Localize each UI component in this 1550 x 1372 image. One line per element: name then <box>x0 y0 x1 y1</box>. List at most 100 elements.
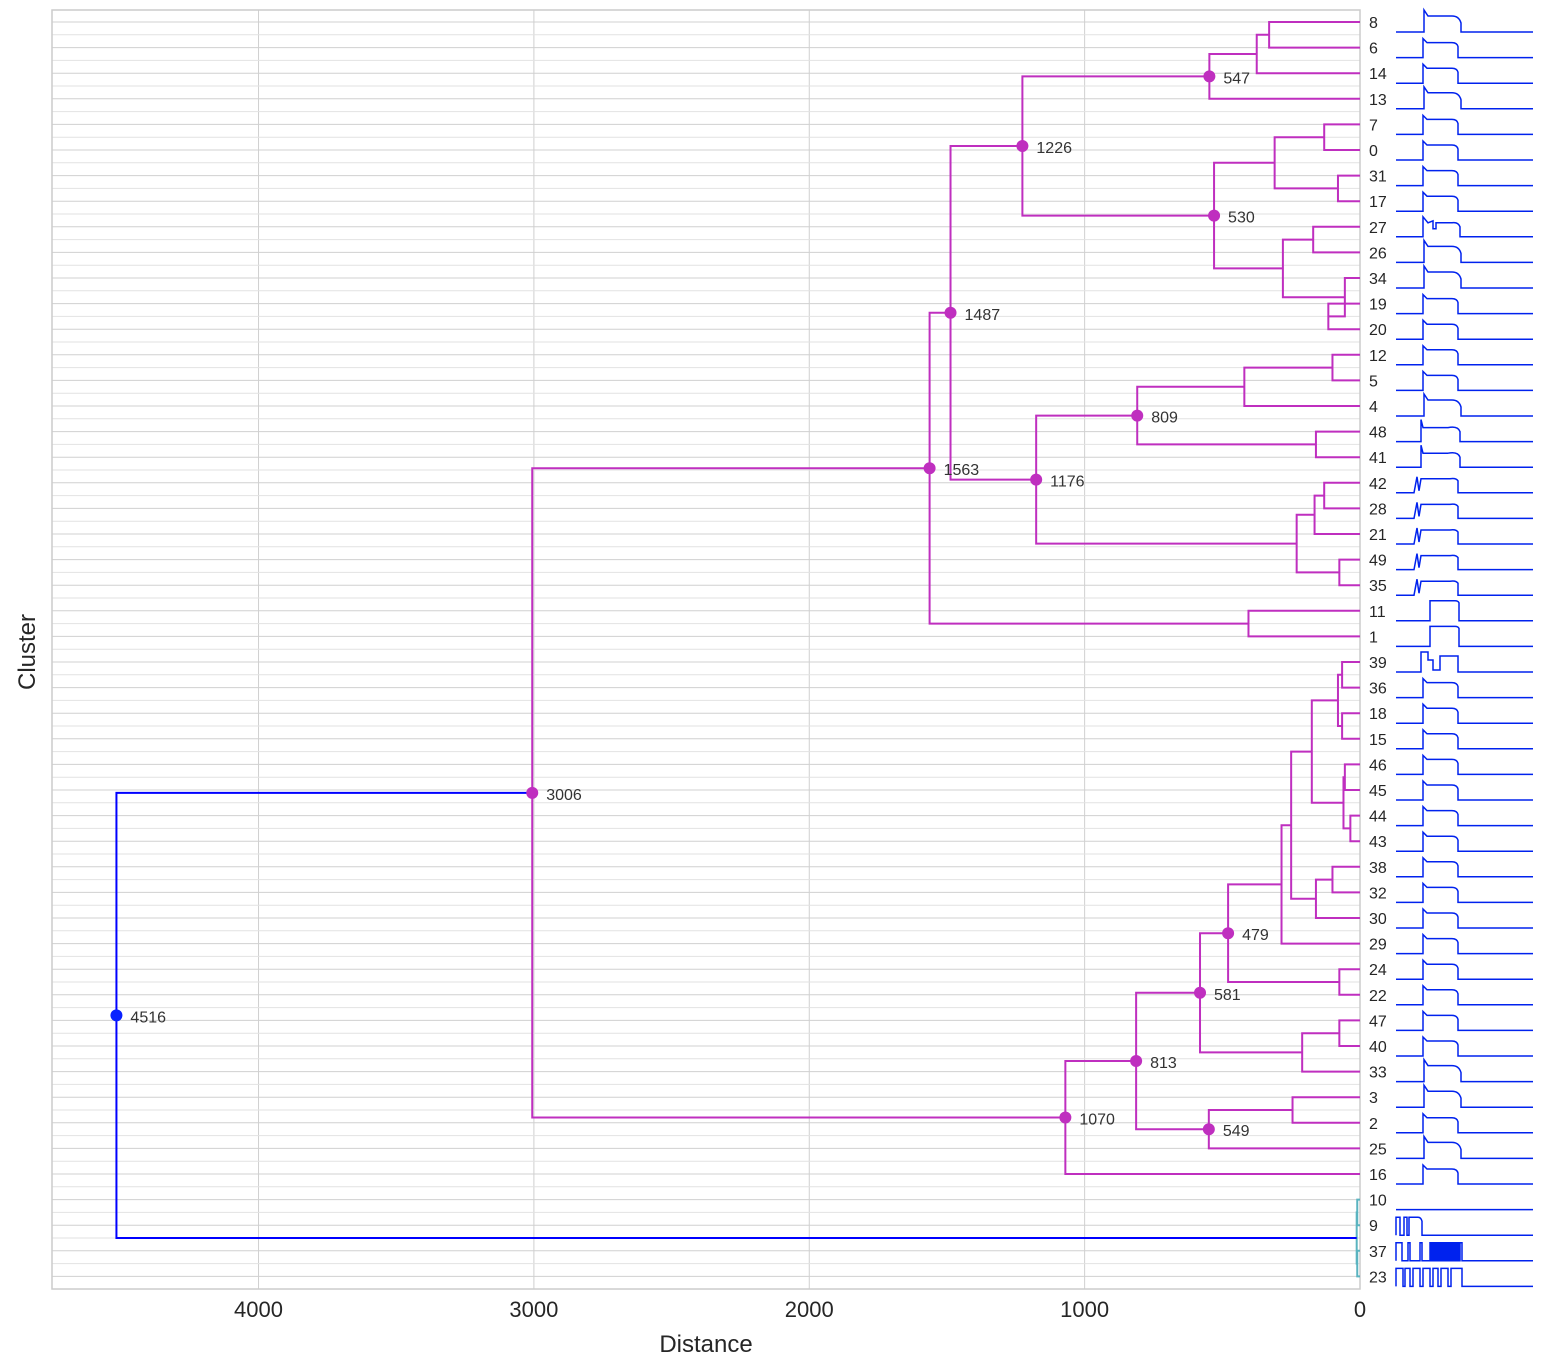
leaf-label-28: 28 <box>1369 501 1387 518</box>
link-n19 <box>1338 558 1360 587</box>
sparkline-1 <box>1396 625 1533 648</box>
node-label-3006: 3006 <box>546 787 582 804</box>
leaf-label-32: 32 <box>1369 885 1387 902</box>
node-label-4516: 4516 <box>130 1009 166 1026</box>
sparkline-43 <box>1396 830 1533 852</box>
sparkline-23 <box>1395 1267 1533 1288</box>
link-n48 <box>1355 1211 1358 1265</box>
leaf-label-7: 7 <box>1369 117 1378 134</box>
leaf-label-22: 22 <box>1369 988 1387 1005</box>
node-label-547: 547 <box>1223 70 1250 87</box>
sparkline-32 <box>1396 881 1533 904</box>
node-dot-809 <box>1131 409 1144 422</box>
sparkline-45 <box>1396 779 1533 801</box>
leaf-sparklines <box>1395 7 1533 1288</box>
sparkline-17 <box>1396 190 1533 212</box>
leaf-label-33: 33 <box>1369 1065 1387 1082</box>
sparkline-9 <box>1395 1216 1533 1236</box>
sparkline-4 <box>1396 391 1533 417</box>
leaf-label-47: 47 <box>1369 1013 1387 1030</box>
leaf-label-27: 27 <box>1369 220 1387 237</box>
sparkline-12 <box>1396 343 1533 366</box>
leaf-label-35: 35 <box>1369 578 1387 595</box>
link-n23 <box>1247 609 1360 638</box>
link-n7 <box>1312 225 1360 254</box>
leaf-label-0: 0 <box>1369 143 1378 160</box>
sparkline-27 <box>1396 214 1533 238</box>
node-label-1487: 1487 <box>965 307 1001 324</box>
leaf-label-38: 38 <box>1369 860 1387 877</box>
link-n2 <box>1255 33 1360 75</box>
sparkline-13 <box>1396 84 1533 110</box>
node-dot-479 <box>1222 927 1235 940</box>
link-n30 <box>1342 776 1351 830</box>
leaf-label-2: 2 <box>1369 1116 1378 1133</box>
leaf-label-43: 43 <box>1369 834 1387 851</box>
leaf-label-12: 12 <box>1369 348 1387 365</box>
leaf-label-42: 42 <box>1369 476 1387 493</box>
leaf-label-23: 23 <box>1369 1269 1387 1286</box>
link-n10 <box>1281 238 1345 299</box>
leaf-label-5: 5 <box>1369 373 1378 390</box>
node-dot-581 <box>1194 986 1207 999</box>
sparkline-39 <box>1396 651 1533 673</box>
leaf-label-46: 46 <box>1369 757 1387 774</box>
node-dot-1563 <box>923 462 936 475</box>
node-dot-547 <box>1203 70 1216 83</box>
leaf-label-4: 4 <box>1369 399 1378 416</box>
node-label-809: 809 <box>1151 410 1178 427</box>
leaf-label-9: 9 <box>1369 1218 1378 1235</box>
sparkline-40 <box>1396 1035 1533 1057</box>
leaf-label-17: 17 <box>1369 194 1387 211</box>
sparkline-11 <box>1396 600 1533 622</box>
sparkline-48 <box>1396 419 1533 443</box>
leaf-label-8: 8 <box>1369 15 1378 32</box>
sparkline-47 <box>1396 1009 1533 1032</box>
leaf-label-13: 13 <box>1369 92 1387 109</box>
sparkline-44 <box>1396 804 1533 827</box>
dendrogram-nodes: 547 530 1226 809 1176 1487 1563 479 581 549 813 107… <box>110 70 1269 1140</box>
sparkline-14 <box>1396 62 1533 84</box>
sparkline-25 <box>1396 1133 1533 1160</box>
sparkline-8 <box>1396 7 1533 33</box>
node-dot-1070 <box>1059 1111 1072 1124</box>
leaf-label-39: 39 <box>1369 655 1387 672</box>
leaf-label-40: 40 <box>1369 1039 1387 1056</box>
leaf-label-25: 25 <box>1369 1141 1387 1158</box>
node-label-813: 813 <box>1150 1055 1177 1072</box>
leaf-label-30: 30 <box>1369 911 1387 928</box>
sparkline-7 <box>1396 113 1533 136</box>
link-n18 <box>1313 494 1360 535</box>
node-label-1176: 1176 <box>1050 474 1085 491</box>
link-n38 <box>1338 1019 1360 1047</box>
link-n49 <box>115 791 1357 1239</box>
x-tick-label: 3000 <box>509 1297 558 1322</box>
link-n1 <box>1268 21 1360 49</box>
node-label-1226: 1226 <box>1036 140 1072 157</box>
sparkline-31 <box>1396 164 1533 187</box>
node-dot-813 <box>1130 1055 1143 1067</box>
sparkline-20 <box>1396 318 1533 340</box>
node-dot-4516 <box>110 1009 123 1022</box>
leaf-label-11: 11 <box>1369 604 1386 621</box>
sparkline-49 <box>1396 553 1533 571</box>
node-label-530: 530 <box>1228 210 1255 227</box>
link-n34 <box>1290 750 1316 900</box>
leaf-label-44: 44 <box>1369 809 1387 826</box>
link-n6 <box>1273 136 1338 190</box>
leaf-label-48: 48 <box>1369 425 1387 442</box>
sparkline-6 <box>1396 36 1533 59</box>
sparkline-3 <box>1396 1082 1533 1108</box>
leaf-label-37: 37 <box>1369 1244 1387 1261</box>
x-tick-label: 2000 <box>785 1297 834 1322</box>
y-axis-title: Cluster <box>14 614 41 690</box>
node-label-479: 479 <box>1242 927 1269 944</box>
leaf-label-16: 16 <box>1369 1167 1387 1184</box>
x-axis-ticks: 4000 3000 2000 1000 0 <box>234 1297 1366 1322</box>
x-tick-label: 1000 <box>1060 1297 1109 1322</box>
node-dot-1176 <box>1030 473 1043 486</box>
sparkline-36 <box>1396 676 1533 699</box>
sparkline-38 <box>1396 855 1533 878</box>
sparkline-46 <box>1396 753 1533 776</box>
